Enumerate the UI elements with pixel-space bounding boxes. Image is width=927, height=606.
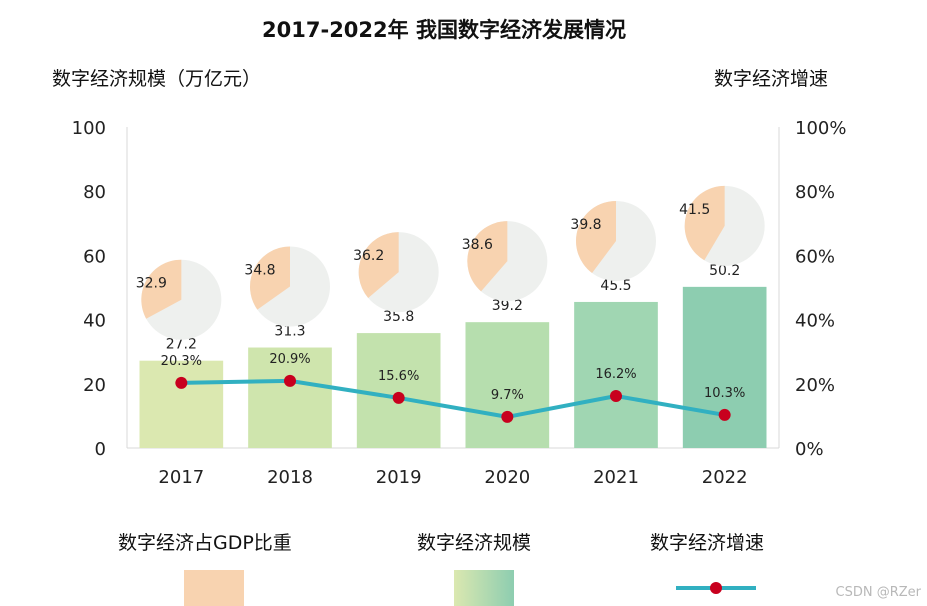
x-tick-label: 2021 [593, 467, 639, 488]
y2-tick-label: 20% [795, 375, 835, 396]
chart-title: 2017-2022年 我国数字经济发展情况 [262, 18, 626, 42]
pie-slice [467, 221, 508, 292]
y2-axis-title: 数字经济增速 [714, 68, 829, 90]
growth-value-label: 20.9% [269, 352, 310, 367]
pie-slice [576, 200, 616, 274]
y2-tick-label: 100% [795, 118, 846, 139]
legend-swatch-gdp-share [184, 570, 244, 606]
growth-marker [392, 391, 405, 404]
legend-label-scale: 数字经济规模 [417, 532, 532, 554]
y2-tick-label: 0% [795, 439, 824, 460]
growth-marker [718, 408, 731, 421]
growth-marker [610, 389, 622, 402]
y2-tick-label: 60% [795, 246, 835, 267]
x-tick-label: 2022 [702, 467, 748, 488]
y-tick-label: 40 [83, 311, 106, 332]
x-tick-label: 2020 [484, 467, 530, 488]
growth-marker [501, 410, 514, 423]
bar-value-label: 31.3 [274, 324, 305, 340]
y2-tick-label: 40% [795, 311, 835, 332]
bar [574, 301, 658, 448]
growth-marker [284, 374, 296, 387]
growth-value-label: 9.7% [491, 388, 524, 403]
legend-label-growth: 数字经济增速 [650, 532, 765, 554]
bar [248, 347, 332, 448]
bar [139, 360, 224, 448]
bar-value-label: 39.2 [492, 298, 523, 314]
pie-value-label: 38.6 [462, 237, 493, 253]
pie-value-label: 32.9 [136, 276, 167, 292]
pie-slice [684, 185, 725, 261]
y2-tick-label: 80% [795, 182, 835, 203]
pie-slice [249, 246, 290, 310]
pie-value-label: 36.2 [353, 248, 384, 264]
growth-value-label: 20.3% [161, 354, 202, 369]
pie-slice [141, 259, 182, 319]
legend-swatch-growth-marker [710, 582, 722, 594]
pie-value-label: 41.5 [679, 202, 710, 218]
y-tick-label: 100 [72, 118, 106, 139]
y-tick-label: 0 [95, 439, 106, 460]
pie-value-label: 34.8 [244, 263, 275, 279]
x-tick-label: 2018 [267, 467, 313, 488]
y-tick-label: 80 [83, 182, 106, 203]
legend-label-gdp-share: 数字经济占GDP比重 [118, 532, 292, 554]
bar-value-label: 35.8 [383, 309, 414, 325]
y-tick-label: 20 [83, 375, 106, 396]
pie-slice [358, 232, 399, 298]
y-tick-label: 60 [83, 246, 106, 267]
growth-marker [175, 376, 188, 389]
pie-value-label: 39.8 [570, 217, 601, 233]
growth-line [181, 378, 726, 419]
bar-value-label: 45.5 [600, 278, 631, 294]
y-axis-title: 数字经济规模（万亿元） [52, 68, 262, 90]
bar [356, 333, 441, 448]
bar-value-label: 27.2 [166, 337, 197, 353]
legend-swatch-scale [454, 570, 514, 606]
growth-value-label: 15.6% [378, 369, 419, 384]
x-tick-label: 2017 [158, 467, 204, 488]
bar [465, 322, 550, 448]
growth-value-label: 16.2% [595, 367, 636, 382]
bar [682, 286, 767, 448]
bar-value-label: 50.2 [709, 263, 740, 279]
x-tick-label: 2019 [376, 467, 422, 488]
watermark: CSDN @RZer [835, 585, 921, 600]
growth-value-label: 10.3% [704, 386, 745, 401]
